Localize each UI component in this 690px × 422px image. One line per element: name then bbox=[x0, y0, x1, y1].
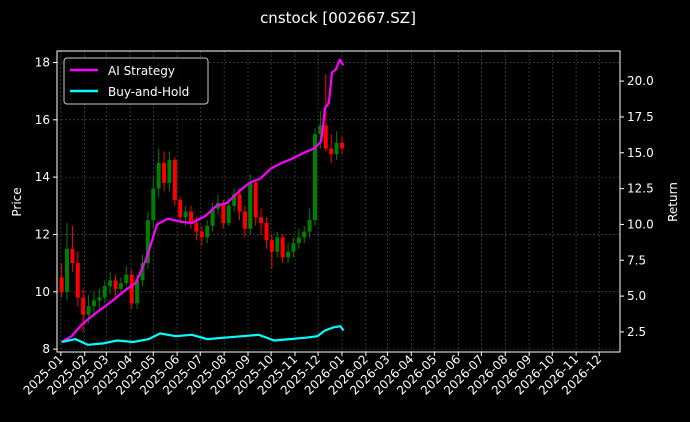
candle-body bbox=[242, 211, 247, 229]
right-tick-label: 5.0 bbox=[627, 289, 646, 303]
candle-body bbox=[205, 225, 210, 238]
candle-body bbox=[259, 217, 264, 223]
right-tick-label: 12.5 bbox=[627, 182, 654, 196]
candle-body bbox=[172, 159, 177, 201]
series-line-buy-and-hold bbox=[61, 325, 345, 346]
candle-body bbox=[91, 300, 96, 307]
candle-body bbox=[135, 280, 140, 304]
legend: AI Strategy Buy-and-Hold bbox=[63, 57, 209, 105]
candle-body bbox=[194, 223, 199, 232]
candle-body bbox=[286, 251, 291, 258]
candle-body bbox=[291, 243, 296, 252]
candlestick-series bbox=[59, 73, 344, 332]
candle-body bbox=[339, 142, 344, 149]
left-tick-label: 10 bbox=[35, 285, 50, 299]
candle-body bbox=[156, 162, 161, 189]
left-tick-label: 12 bbox=[35, 227, 50, 241]
candle-body bbox=[248, 182, 253, 229]
left-tick-label: 8 bbox=[42, 342, 50, 356]
candle-body bbox=[70, 248, 75, 264]
right-tick-label: 10.0 bbox=[627, 217, 654, 231]
candle-body bbox=[329, 148, 334, 155]
right-y-axis: 2.5 5.0 7.5 10.0 12.5 15.0 17.5 20.0 bbox=[620, 74, 654, 339]
candle-body bbox=[221, 202, 226, 223]
candle-body bbox=[275, 237, 280, 252]
candle-body bbox=[199, 231, 204, 238]
candle-body bbox=[280, 237, 285, 258]
right-tick-label: 7.5 bbox=[627, 253, 646, 267]
candle-body bbox=[307, 220, 312, 232]
legend-label-ai-strategy: AI Strategy bbox=[108, 64, 175, 78]
left-tick-label: 18 bbox=[35, 55, 50, 69]
legend-label-buy-and-hold: Buy-and-Hold bbox=[108, 85, 189, 99]
candle-body bbox=[151, 188, 156, 221]
right-tick-label: 20.0 bbox=[627, 74, 654, 88]
candle-body bbox=[253, 182, 258, 218]
candle-body bbox=[118, 283, 123, 289]
candle-body bbox=[226, 205, 231, 223]
chart-title: cnstock [002667.SZ] bbox=[260, 9, 416, 27]
candle-body bbox=[75, 263, 80, 298]
candle-body bbox=[318, 125, 323, 135]
candle-body bbox=[86, 306, 91, 315]
candle-body bbox=[97, 297, 102, 301]
left-y-axis: 8 10 12 14 16 18 bbox=[35, 55, 57, 356]
candle-body bbox=[113, 280, 118, 289]
candle-body bbox=[129, 274, 134, 304]
series-line-ai-strategy bbox=[61, 58, 345, 343]
candle-body bbox=[189, 211, 194, 223]
left-axis-title: Price bbox=[10, 187, 24, 216]
candle-body bbox=[232, 194, 237, 206]
candle-body bbox=[296, 237, 301, 244]
right-tick-label: 15.0 bbox=[627, 146, 654, 160]
candle-body bbox=[183, 211, 188, 218]
candle-body bbox=[59, 277, 64, 292]
candle-body bbox=[178, 200, 183, 218]
candle-body bbox=[167, 159, 172, 183]
left-tick-label: 16 bbox=[35, 113, 50, 127]
candle-body bbox=[210, 208, 215, 226]
candle-body bbox=[102, 286, 107, 298]
candle-body bbox=[108, 280, 113, 287]
candle-body bbox=[140, 263, 145, 281]
return-lines bbox=[61, 58, 345, 346]
candle-body bbox=[237, 194, 242, 212]
right-axis-title: Return bbox=[666, 182, 680, 222]
left-tick-label: 14 bbox=[35, 170, 50, 184]
candle-body bbox=[65, 248, 70, 292]
candle-body bbox=[124, 274, 129, 284]
right-tick-label: 17.5 bbox=[627, 110, 654, 124]
candle-body bbox=[269, 240, 274, 252]
candle-body bbox=[145, 220, 150, 264]
candle-body bbox=[162, 162, 167, 183]
candle-body bbox=[302, 231, 307, 238]
candle-body bbox=[323, 125, 328, 149]
legend-box bbox=[63, 57, 209, 105]
candle-body bbox=[264, 223, 269, 241]
candle-body bbox=[313, 134, 318, 221]
candle-body bbox=[334, 142, 339, 155]
plot-area-border bbox=[56, 50, 621, 353]
candle-body bbox=[81, 297, 86, 315]
right-tick-label: 2.5 bbox=[627, 325, 646, 339]
